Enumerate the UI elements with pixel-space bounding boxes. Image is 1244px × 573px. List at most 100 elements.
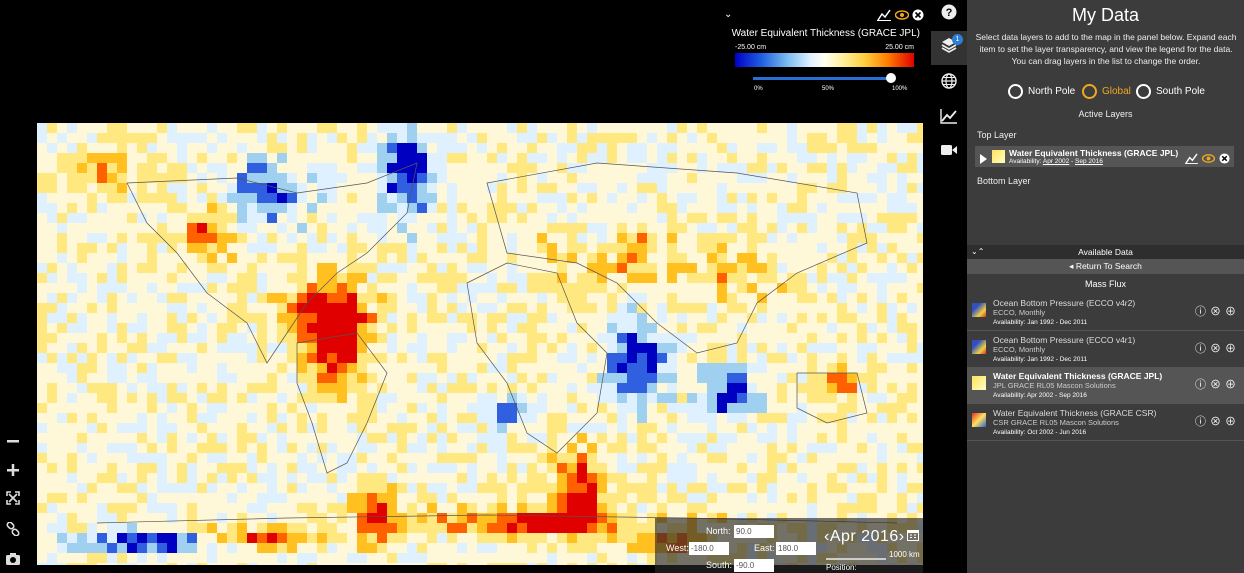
data-cell [297,333,307,343]
dataset-item[interactable]: Ocean Bottom Pressure (ECCO v4r1) ECCO, M… [967,332,1244,368]
layer-remove-icon[interactable] [1219,151,1230,169]
video-icon[interactable] [931,135,967,169]
data-cell [337,383,347,393]
data-cell [87,353,97,363]
data-cell [897,353,907,363]
info-icon[interactable]: ⓘ [1195,415,1210,428]
world-map[interactable] [37,123,923,565]
coastline [126,162,418,364]
return-to-search-button[interactable]: ◂ Return To Search [967,259,1244,274]
close-icon[interactable] [912,9,924,24]
data-cell [167,313,177,323]
data-cell [77,173,87,183]
west-input[interactable] [689,542,729,555]
data-cell [657,363,667,373]
chart-icon[interactable] [877,9,891,24]
layer-eye-icon[interactable] [1201,151,1216,169]
data-cell [267,373,277,383]
opacity-slider-track[interactable] [753,77,891,80]
data-cell [627,383,637,393]
add-icon[interactable]: ⊕ [1225,379,1240,391]
dataset-item[interactable]: Ocean Bottom Pressure (ECCO v4r2) ECCO, M… [967,295,1244,331]
data-cell [167,503,177,513]
zoom-out-icon[interactable] [4,434,22,452]
data-cell [87,163,97,173]
data-cell [87,533,97,543]
fullscreen-icon[interactable] [4,491,22,509]
data-cell [57,523,67,533]
data-cell [867,363,877,373]
remove-icon[interactable]: ⊗ [1210,379,1225,391]
zoom-in-icon[interactable] [4,463,22,481]
slider-label-50: 50% [822,86,835,92]
calendar-icon[interactable] [907,529,919,544]
data-cell [417,193,427,203]
data-cell [677,473,687,483]
add-icon[interactable]: ⊕ [1225,306,1240,318]
data-cell [607,413,617,423]
link-icon[interactable] [4,521,22,540]
chart-tool-icon[interactable] [931,102,967,136]
data-cell [327,263,337,273]
data-cell [567,493,577,503]
data-cell [337,283,347,293]
data-cell [677,203,687,213]
expand-arrow-icon[interactable] [980,151,987,169]
south-input[interactable] [734,559,774,572]
data-cell [307,333,317,343]
collapse-legend-icon[interactable]: ⌄ [724,9,733,20]
north-pole-projection[interactable]: North Pole [1008,84,1075,100]
data-cell [117,253,127,263]
opacity-slider-handle[interactable] [886,73,896,83]
global-projection[interactable]: Global [1082,84,1131,100]
data-cell [727,293,737,303]
data-cell [347,313,357,323]
data-cell [497,443,507,453]
info-icon[interactable]: ⓘ [1195,342,1210,355]
east-input[interactable] [776,542,816,555]
data-cell [417,303,427,313]
north-input[interactable] [734,525,774,538]
data-cell [547,493,557,503]
dataset-item[interactable]: Water Equivalent Thickness (GRACE CSR) CS… [967,405,1244,441]
south-pole-projection[interactable]: South Pole [1136,84,1205,100]
data-cell [407,283,417,293]
camera-icon[interactable] [4,552,22,570]
date-navigator[interactable]: ‹Apr 2016› [824,528,905,545]
data-cell [197,193,207,203]
data-cell [707,433,717,443]
info-icon[interactable]: ⓘ [1195,306,1210,318]
data-cell [567,163,577,173]
help-icon[interactable]: ? [931,0,967,32]
avail-end-link[interactable]: Sep 2016 [1075,158,1103,165]
legend-title: Water Equivalent Thickness (GRACE JPL) [731,28,920,39]
data-cell [617,223,627,233]
dataset-item[interactable]: Water Equivalent Thickness (GRACE JPL) JP… [967,368,1244,404]
data-cell [747,493,757,503]
data-cell [827,293,837,303]
data-cell [77,533,87,543]
globe-icon[interactable] [931,67,967,101]
info-icon[interactable]: ⓘ [1195,379,1210,391]
data-cell [897,193,907,203]
data-cell [327,543,337,553]
remove-icon[interactable]: ⊗ [1210,306,1225,318]
layer-chart-icon[interactable] [1185,151,1198,169]
active-layer-item[interactable]: Water Equivalent Thickness (GRACE JPL) A… [975,146,1234,167]
data-cell [657,313,667,323]
remove-icon[interactable]: ⊗ [1210,342,1225,355]
data-cell [387,193,397,203]
map-area[interactable]: ⌄ Water Equivalent Thickness (GRACE JPL)… [0,0,931,573]
collapse-all-icon[interactable]: ⌄⌃ [971,247,985,256]
data-cell [907,203,917,213]
add-icon[interactable]: ⊕ [1225,342,1240,355]
avail-start-link[interactable]: Apr 2002 [1042,158,1070,165]
remove-icon[interactable]: ⊗ [1210,415,1225,428]
eye-icon[interactable] [894,9,910,24]
add-icon[interactable]: ⊕ [1225,415,1240,428]
data-cell [907,303,917,313]
data-cell [777,413,787,423]
data-cell [297,273,307,283]
data-cell [727,263,737,273]
data-cell [727,163,737,173]
